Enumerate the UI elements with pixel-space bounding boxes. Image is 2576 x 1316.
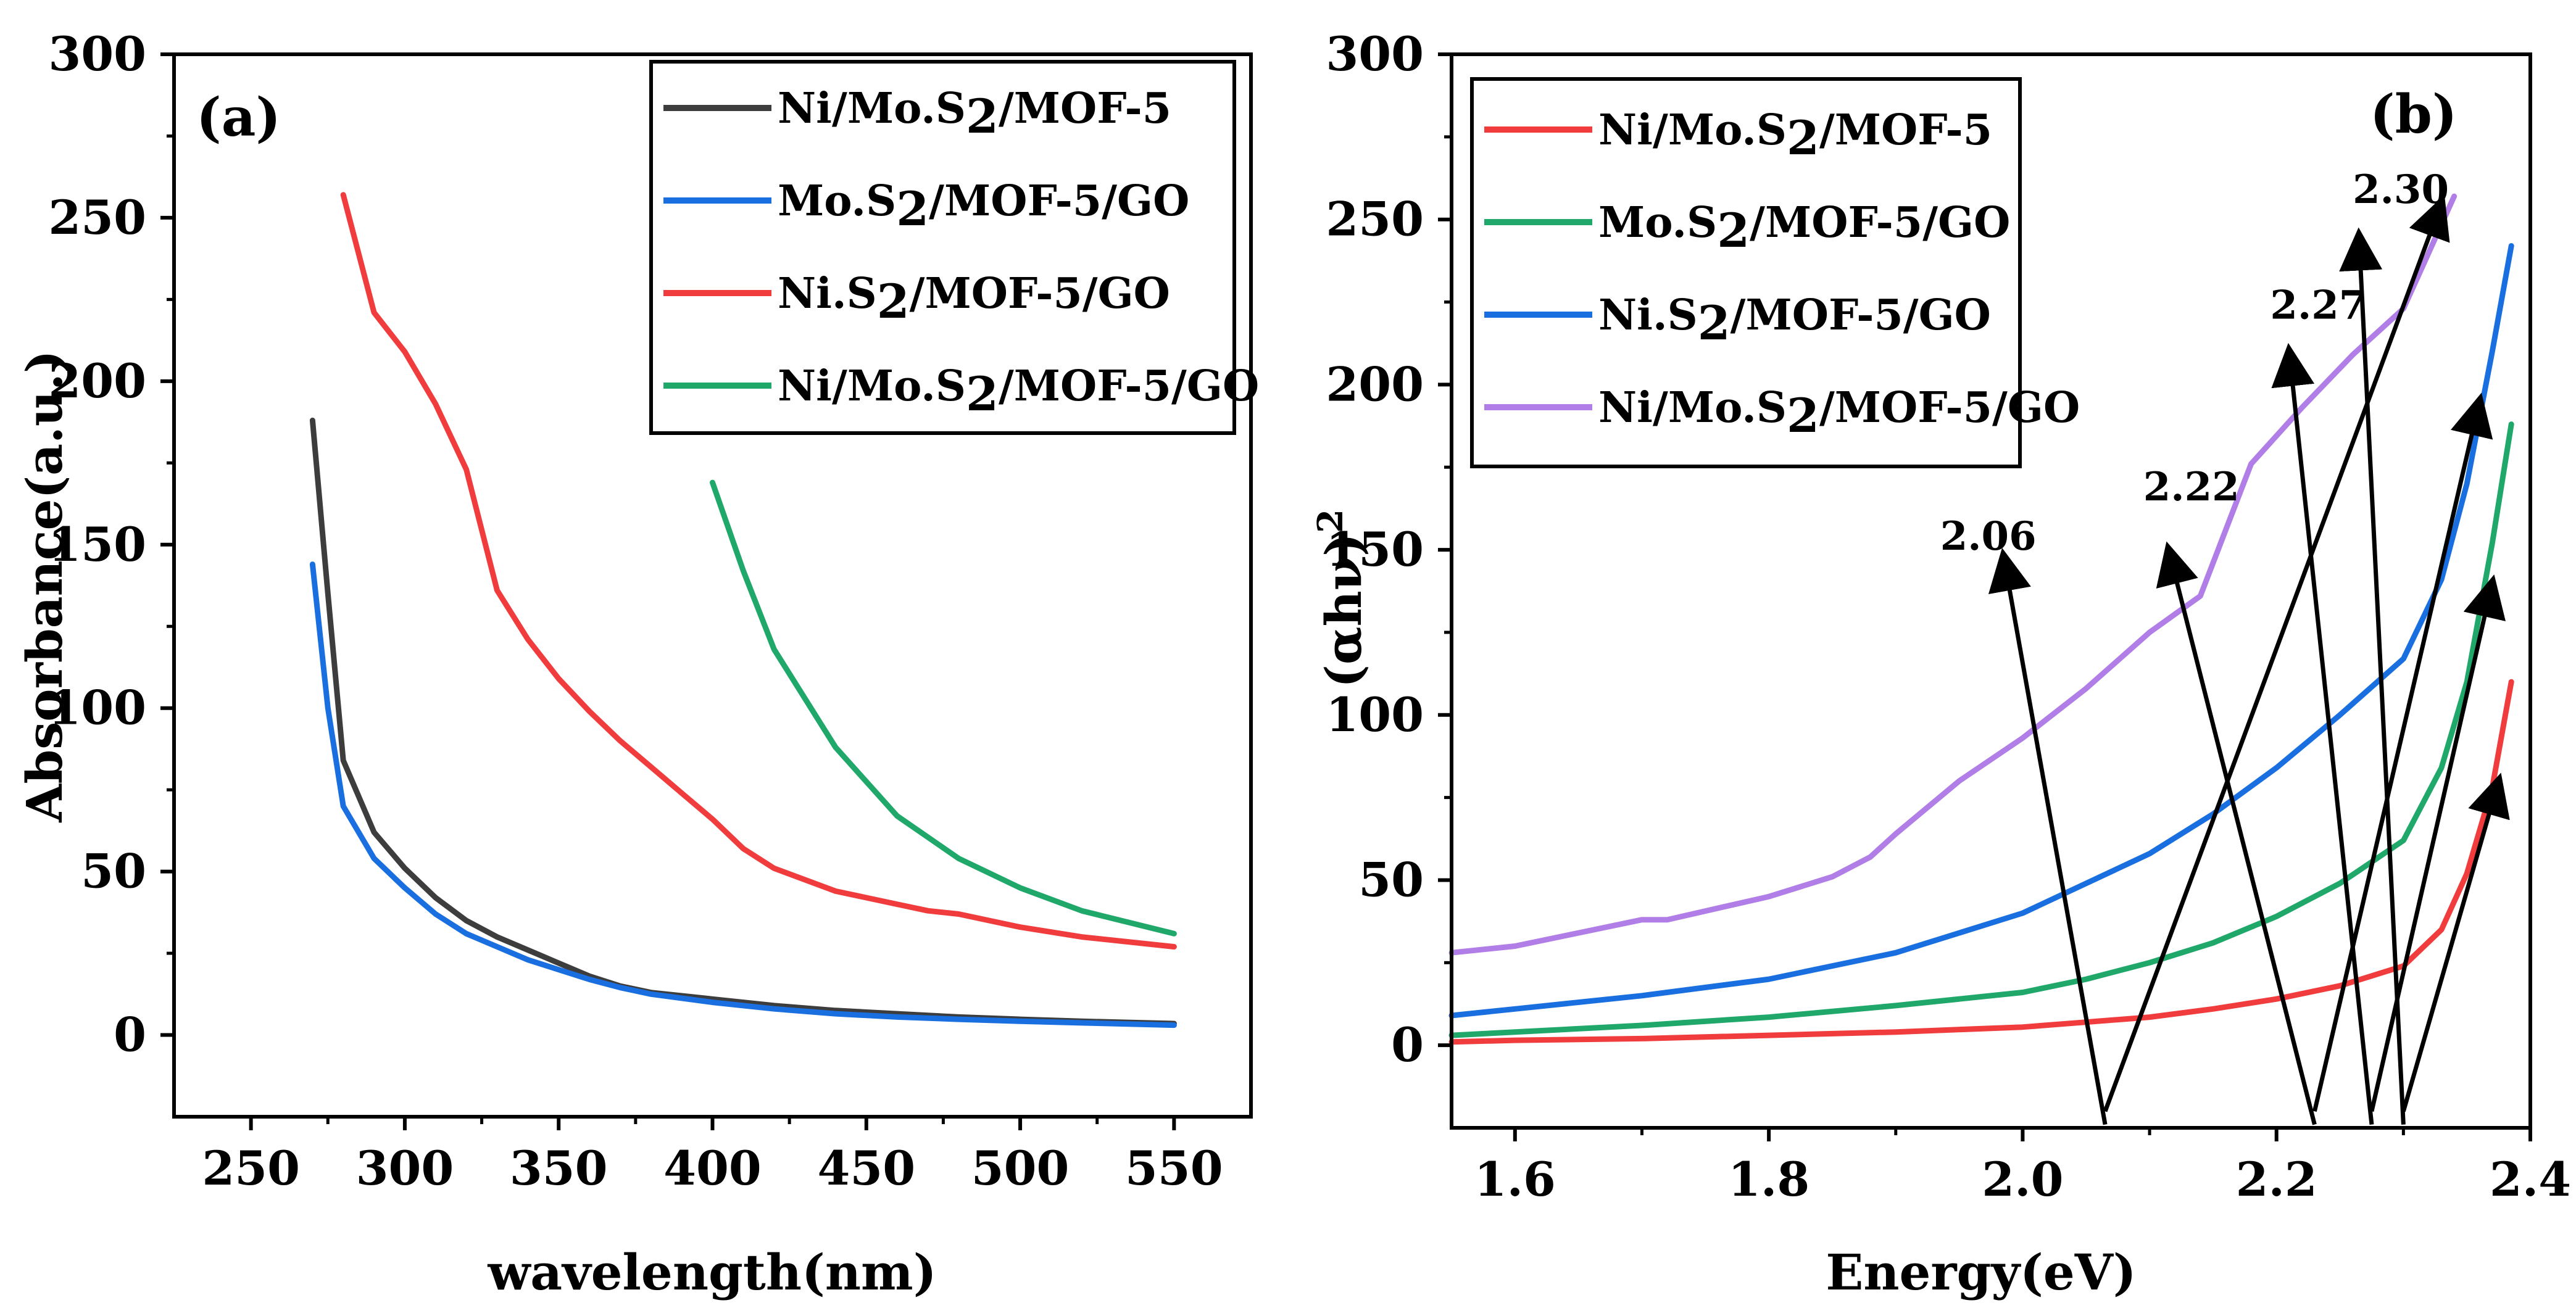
panel-b-legend-entry: Ni.S2/MOF-5/GO: [1598, 291, 1991, 350]
panel-a-legend-entry: Ni/Mo.S2/MOF-5/GO: [778, 362, 1259, 421]
panel-a-legend-entry: Ni.S2/MOF-5/GO: [778, 269, 1170, 329]
panel-a-legend: Ni/Mo.S2/MOF-5 Mo.S2/MOF-5/GO Ni.S2/MOF-5/…: [649, 60, 1259, 435]
panel-b-series-4-line: [1448, 193, 2458, 956]
panel-a-x-tick-label: 450: [817, 1141, 915, 1196]
panel-b-x-tick-label: 1.6: [1474, 1152, 1556, 1207]
panel-b-y-tick-label: 100: [1326, 687, 1424, 742]
panel-b-label: (b): [2370, 83, 2458, 146]
panel-b-annotation-label: 2.30: [2353, 167, 2449, 213]
panel-b-y-tick-label: 300: [1326, 27, 1424, 81]
panel-b-annotation-arrow: [2339, 227, 2406, 1125]
panel-a-legend-entry: Ni/Mo.S2/MOF-5: [778, 84, 1171, 144]
panel-b-y-axis-title: (αhν)2: [1310, 509, 1373, 688]
panel-a-series-3-line: [340, 192, 1177, 950]
panel-b-annotation-arrow: [2312, 392, 2493, 1112]
panel-b-y-tick-label: 200: [1326, 357, 1424, 412]
panel-b-legend: Ni/Mo.S2/MOF-5 Mo.S2/MOF-5/GO Ni.S2/MOF-5/…: [1470, 77, 2080, 468]
panel-b-y-tick-label: 0: [1391, 1017, 1424, 1072]
panel-a-series-2-line: [309, 561, 1177, 1028]
panel-b-annotation-arrow: [2271, 342, 2374, 1125]
panel-b-frame: [1450, 52, 2532, 1130]
panel-a-x-tick-label: 500: [971, 1141, 1070, 1196]
panel-b-annotation-label: 2.22: [2143, 464, 2240, 510]
panel-b-annotation-arrow: [2103, 194, 2450, 1112]
panel-a-y-tick-label: 100: [48, 681, 146, 735]
panel-a-y-tick-label: 300: [48, 27, 146, 81]
panel-b-annotation-arrow: [1988, 548, 2108, 1125]
panel-b-y-axis-title-sup: 2: [1310, 509, 1351, 533]
panel-a-series-4-line: [710, 479, 1177, 937]
panel-b-series-2-line: [1448, 421, 2514, 1038]
panel-a-y-tick-label: 200: [48, 354, 146, 408]
panel-b-annotation-arrow: [2401, 772, 2510, 1112]
panel-b-y-tick-label: 250: [1326, 192, 1424, 247]
panel-a-y-tick-label: 150: [48, 517, 146, 572]
panel-a-x-tick-label: 250: [202, 1141, 300, 1196]
panel-a-y-tick-label: 0: [114, 1008, 146, 1062]
panel-b-annotation-label: 2.06: [1940, 513, 2037, 560]
panel-b-annotation-label: 2.27: [2270, 282, 2366, 328]
panel-a-x-tick-label: 550: [1125, 1141, 1223, 1196]
panel-b-x-tick-label: 2.2: [2236, 1152, 2317, 1207]
panel-a-label: (a): [196, 86, 281, 149]
panel-b-annotation-arrow: [2156, 541, 2317, 1125]
panel-b-x-tick-label: 2.0: [1982, 1152, 2063, 1207]
panel-b-legend-entry: Ni/Mo.S2/MOF-5/GO: [1598, 383, 2080, 443]
panel-a-x-tick-label: 400: [663, 1141, 762, 1196]
panel-b-y-axis-title-base: (αhν): [1315, 533, 1373, 688]
panel-b-annotation-arrow: [2369, 574, 2506, 1112]
panel-a-legend-box: [649, 60, 1236, 435]
panel-b-annotations: 2.06 2.22 2.27 2.30: [1940, 167, 2510, 1125]
panel-a-y-tick-label: 50: [81, 844, 146, 899]
panel-a-y-axis-title: Absorbance(a.u.): [15, 350, 73, 823]
panel-b-x-axis-title: Energy(eV): [1826, 1243, 2136, 1301]
panel-a-y-tick-label: 250: [48, 190, 146, 245]
panel-b-series-3-line: [1448, 243, 2514, 1019]
panel-b-y-tick-label: 50: [1358, 852, 1424, 907]
panel-a: (a) 250 300 350 400 450 500 550 0 50 100 150 200 250…: [15, 27, 1259, 1301]
panel-b-legend-entry: Ni/Mo.S2/MOF-5: [1598, 106, 1992, 165]
panel-b-x-tick-label: 1.8: [1728, 1152, 1809, 1207]
panel-b: 2.06 2.22 2.27 2.30 1.6 1.8 2.0 2.2 2.4 0 50 100 15…: [1310, 27, 2571, 1301]
panel-b-x-tick-label: 2.4: [2490, 1152, 2571, 1207]
panel-b-y-tick-label: 150: [1326, 522, 1424, 577]
panel-a-x-tick-label: 300: [356, 1141, 454, 1196]
panel-a-x-tick-label: 350: [510, 1141, 608, 1196]
panel-b-legend-box: [1470, 77, 2022, 468]
panel-b-legend-entry: Mo.S2/MOF-5/GO: [1598, 198, 2010, 258]
panel-a-legend-entry: Mo.S2/MOF-5/GO: [778, 176, 1189, 236]
panel-a-x-axis-title: wavelength(nm): [487, 1243, 936, 1301]
panel-b-series-1-line: [1448, 679, 2514, 1045]
